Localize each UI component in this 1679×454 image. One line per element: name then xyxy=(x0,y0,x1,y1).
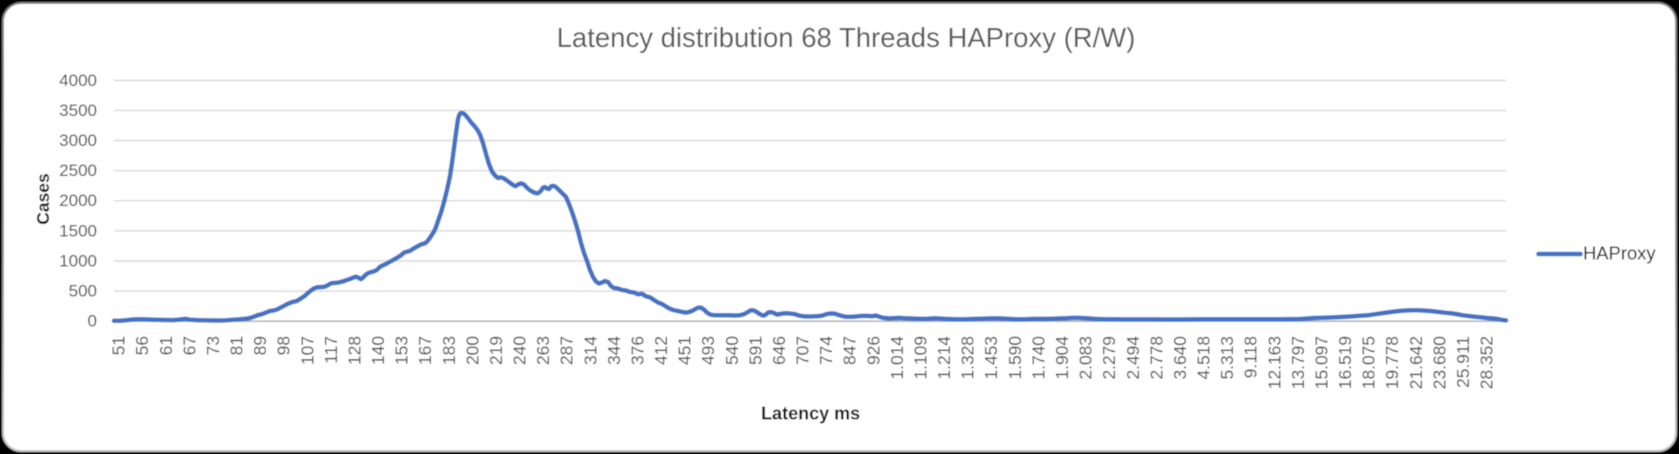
svg-text:89: 89 xyxy=(250,336,270,355)
svg-text:Latency ms: Latency ms xyxy=(761,404,860,424)
svg-text:167: 167 xyxy=(415,336,435,365)
svg-text:98: 98 xyxy=(274,336,294,355)
svg-text:493: 493 xyxy=(698,336,718,365)
svg-text:774: 774 xyxy=(816,336,836,365)
svg-text:4.518: 4.518 xyxy=(1194,336,1214,380)
svg-text:Cases: Cases xyxy=(33,173,53,225)
svg-text:200: 200 xyxy=(462,336,482,365)
svg-text:707: 707 xyxy=(793,336,813,365)
svg-text:25.911: 25.911 xyxy=(1453,336,1473,388)
svg-text:12.163: 12.163 xyxy=(1264,336,1284,389)
svg-text:847: 847 xyxy=(840,336,860,365)
svg-text:540: 540 xyxy=(722,336,742,365)
svg-text:81: 81 xyxy=(227,336,247,355)
svg-text:1.904: 1.904 xyxy=(1052,336,1072,380)
svg-text:1000: 1000 xyxy=(59,252,97,271)
svg-text:3.640: 3.640 xyxy=(1170,336,1190,380)
svg-text:1.590: 1.590 xyxy=(1005,336,1025,380)
svg-text:5.313: 5.313 xyxy=(1217,336,1237,380)
svg-text:1.214: 1.214 xyxy=(934,336,954,380)
svg-text:1.014: 1.014 xyxy=(887,336,907,380)
svg-text:140: 140 xyxy=(368,336,388,365)
svg-text:19.778: 19.778 xyxy=(1382,336,1402,389)
svg-text:2000: 2000 xyxy=(59,191,97,210)
svg-text:117: 117 xyxy=(321,336,341,364)
svg-text:2.083: 2.083 xyxy=(1076,336,1096,380)
svg-text:0: 0 xyxy=(88,312,97,331)
svg-text:4000: 4000 xyxy=(59,71,97,90)
svg-text:2500: 2500 xyxy=(59,161,97,180)
svg-text:287: 287 xyxy=(557,336,577,365)
svg-text:15.097: 15.097 xyxy=(1311,336,1331,389)
svg-text:451: 451 xyxy=(675,336,695,365)
svg-text:128: 128 xyxy=(345,336,365,365)
svg-text:2.279: 2.279 xyxy=(1099,336,1119,380)
svg-text:376: 376 xyxy=(628,336,648,365)
svg-text:HAProxy: HAProxy xyxy=(1583,243,1656,264)
svg-text:2.494: 2.494 xyxy=(1123,336,1143,380)
svg-text:67: 67 xyxy=(179,336,199,355)
svg-text:73: 73 xyxy=(203,336,223,355)
svg-text:314: 314 xyxy=(580,336,600,365)
svg-text:3500: 3500 xyxy=(59,101,97,120)
svg-text:240: 240 xyxy=(510,336,530,365)
svg-text:412: 412 xyxy=(651,336,671,365)
svg-text:2.778: 2.778 xyxy=(1146,336,1166,380)
svg-text:219: 219 xyxy=(486,336,506,365)
svg-text:646: 646 xyxy=(769,336,789,365)
svg-text:51: 51 xyxy=(109,336,129,355)
svg-text:344: 344 xyxy=(604,336,624,365)
svg-text:107: 107 xyxy=(297,336,317,365)
svg-text:28.352: 28.352 xyxy=(1477,336,1497,389)
svg-text:56: 56 xyxy=(132,336,152,355)
svg-text:263: 263 xyxy=(533,336,553,365)
svg-text:926: 926 xyxy=(863,336,883,365)
svg-text:23.680: 23.680 xyxy=(1429,336,1449,389)
svg-text:21.642: 21.642 xyxy=(1406,336,1426,389)
svg-text:1.740: 1.740 xyxy=(1028,336,1048,380)
svg-text:18.075: 18.075 xyxy=(1359,336,1379,389)
svg-text:3000: 3000 xyxy=(59,131,97,150)
svg-text:1500: 1500 xyxy=(59,221,97,240)
svg-text:61: 61 xyxy=(156,336,176,355)
svg-text:1.453: 1.453 xyxy=(981,336,1001,380)
svg-text:16.519: 16.519 xyxy=(1335,336,1355,389)
svg-text:9.118: 9.118 xyxy=(1241,336,1261,378)
svg-text:13.797: 13.797 xyxy=(1288,336,1308,389)
svg-text:1.328: 1.328 xyxy=(958,336,978,380)
svg-text:183: 183 xyxy=(439,336,459,365)
svg-text:Latency distribution 68 Thread: Latency distribution 68 Threads HAProxy … xyxy=(557,22,1136,53)
svg-text:153: 153 xyxy=(392,336,412,365)
svg-text:1.109: 1.109 xyxy=(911,336,931,380)
svg-text:591: 591 xyxy=(745,336,765,365)
svg-text:500: 500 xyxy=(69,282,97,301)
